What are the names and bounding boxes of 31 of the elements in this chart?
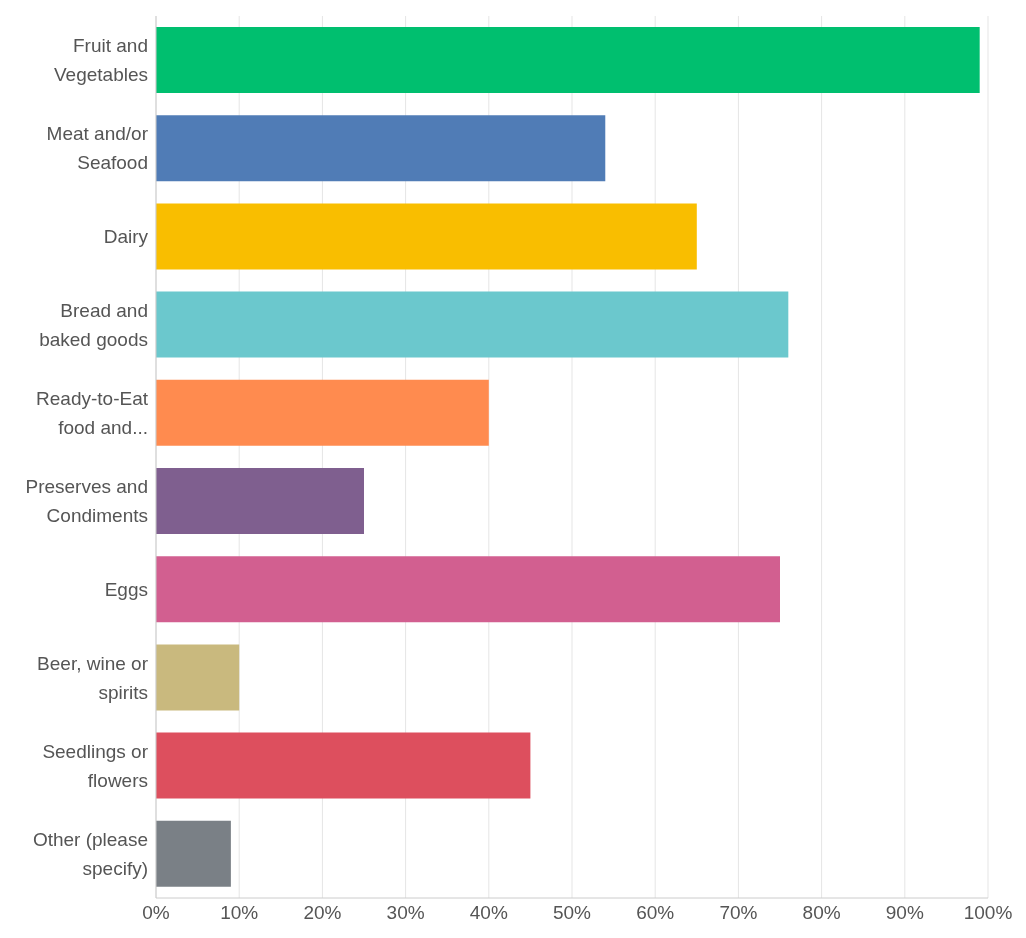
x-tick-label: 10% (220, 902, 259, 924)
bar (156, 644, 240, 711)
bar (156, 820, 231, 887)
y-tick-label: Eggs (104, 578, 148, 600)
y-tick-label: Other (please specify) (32, 829, 148, 880)
x-tick-label: 40% (469, 902, 508, 924)
bar (156, 203, 697, 270)
x-tick-label: 70% (719, 902, 758, 924)
y-tick-label: Bread and baked goods (39, 299, 148, 350)
y-tick-label: Dairy (103, 226, 149, 248)
y-tick-label: Beer, wine or spirits (37, 652, 149, 703)
x-tick-label: 20% (303, 902, 342, 924)
x-tick-label: 0% (142, 902, 170, 924)
bar (156, 556, 780, 623)
bar (156, 379, 489, 446)
x-tick-label: 90% (885, 902, 924, 924)
y-tick-label: Preserves and Condiments (25, 476, 148, 527)
bar (156, 468, 364, 534)
bar (156, 27, 980, 93)
x-tick-label: 60% (636, 902, 675, 924)
bar (156, 732, 531, 799)
y-tick-label: Meat and/or Seafood (46, 123, 149, 174)
bar (156, 115, 606, 182)
y-tick-label: Seedlings or flowers (42, 740, 149, 791)
x-tick-label: 30% (386, 902, 425, 924)
y-tick-label: Fruit and Vegetables (53, 35, 148, 86)
y-tick-label: Ready-to-Eat food and... (36, 388, 149, 439)
x-tick-label: 80% (802, 902, 841, 924)
x-tick-label: 100% (963, 902, 1013, 924)
bar (156, 291, 789, 358)
x-tick-label: 50% (552, 902, 592, 924)
